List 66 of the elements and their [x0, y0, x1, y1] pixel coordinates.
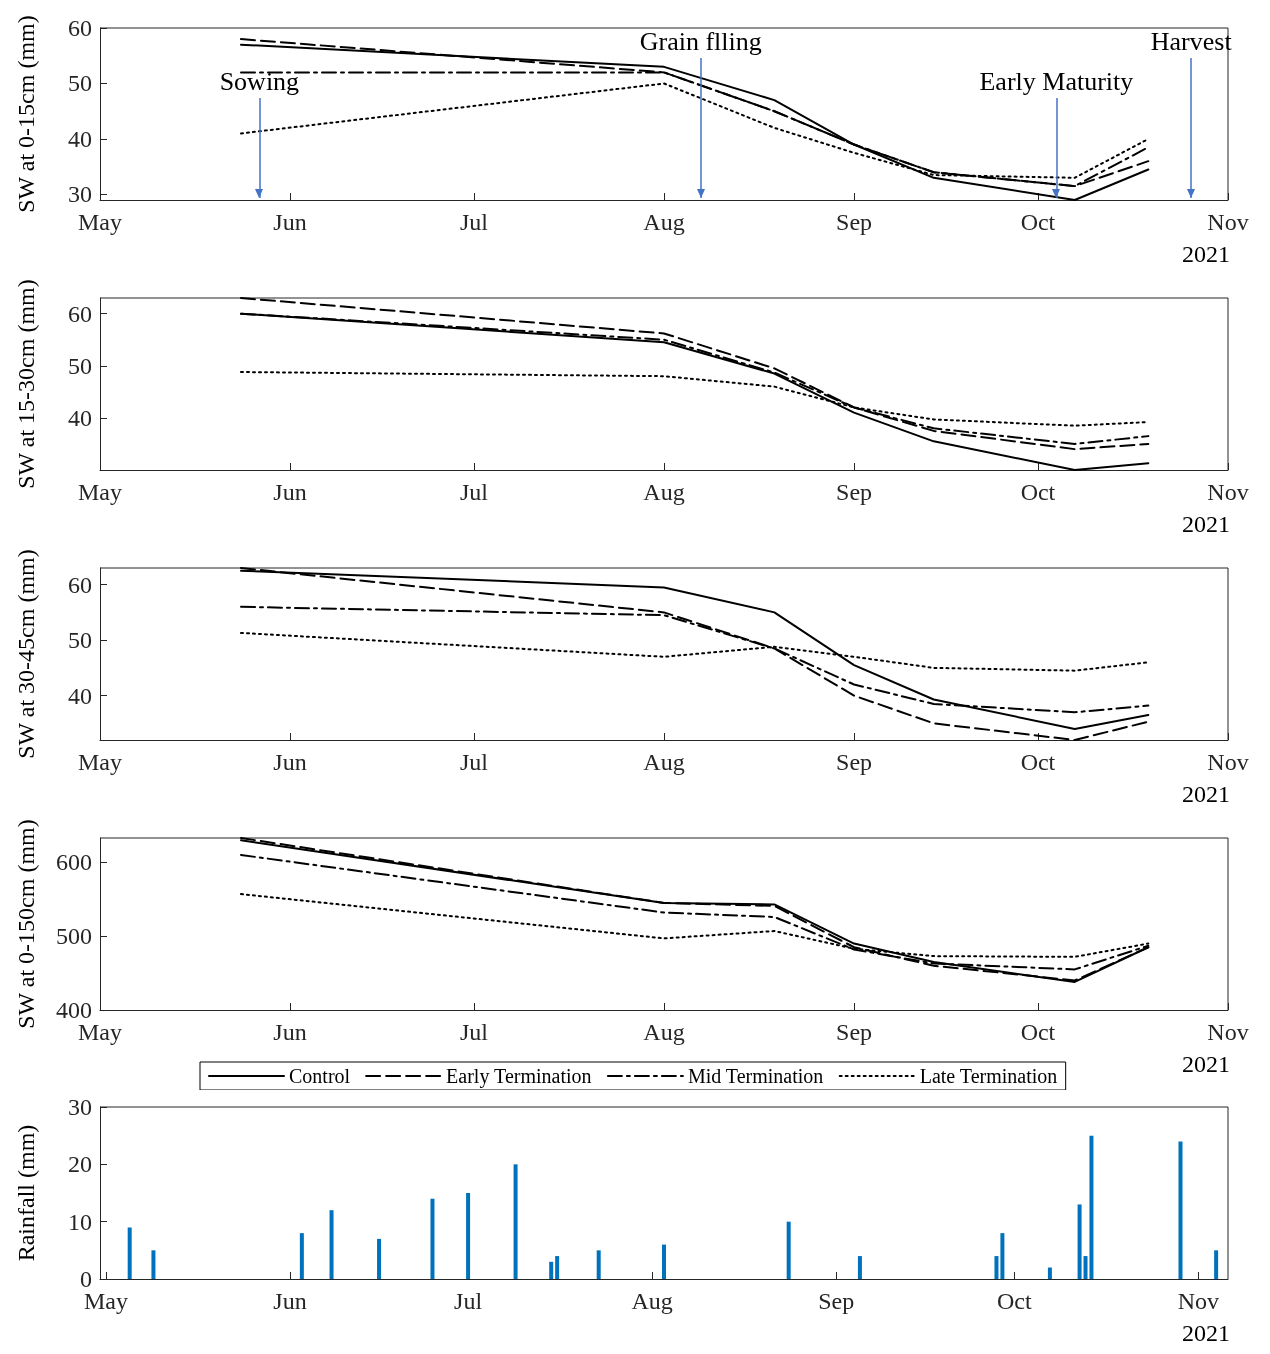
x-tick-label: Sep	[836, 209, 873, 235]
x-tick-label: Oct	[1020, 479, 1056, 505]
y-tick-label: 500	[56, 923, 92, 950]
x-tick-label: Jun	[273, 209, 307, 235]
y-tick-label: 50	[68, 627, 92, 654]
x-tick-label: Nov	[1207, 749, 1249, 775]
x-tick-label: May	[78, 479, 122, 505]
y-tick-label: 600	[56, 849, 92, 876]
text: 2021	[1182, 1051, 1230, 1077]
y-tick-label: 50	[68, 70, 92, 97]
y-axis-title: Rainfall (mm)	[13, 1124, 39, 1262]
text: 2021	[1182, 241, 1230, 267]
y-tick-label: 40	[68, 682, 92, 709]
x-tick-label: Sep	[818, 1288, 855, 1314]
x-tick-label: Jul	[459, 749, 489, 775]
y-tick-label: 20	[68, 1151, 92, 1178]
x-tick-label: Aug	[631, 1288, 673, 1314]
x-tick-label: Nov	[1207, 209, 1249, 235]
y-tick-label: 60	[68, 300, 92, 327]
x-tick-label: Jun	[273, 1288, 307, 1314]
x-tick-label: Jul	[459, 1019, 489, 1045]
x-tick-label: Nov	[1207, 479, 1249, 505]
text: 2021	[1182, 511, 1230, 537]
y-tick-label: 40	[68, 404, 92, 431]
x-tick-label: Sep	[836, 1019, 873, 1045]
x-tick-label: Oct	[996, 1288, 1032, 1314]
x-tick-label: Nov	[1177, 1288, 1219, 1314]
y-tick-label: 50	[68, 352, 92, 379]
text: 2021	[1182, 1320, 1230, 1346]
ref-line-label: Sowing	[219, 66, 300, 96]
y-axis-title: SW at 15-30cm (mm)	[13, 279, 39, 489]
x-tick-label: Jun	[273, 749, 307, 775]
x-tick-label: Jul	[454, 1288, 483, 1314]
y-tick-label: 40	[68, 125, 92, 152]
ref-line-label: Harvest	[1150, 26, 1233, 56]
legend-label: Control	[289, 1065, 351, 1087]
x-tick-label: Oct	[1020, 209, 1056, 235]
x-tick-label: Nov	[1207, 1019, 1249, 1045]
y-axis-title: SW at 0-15cm (mm)	[13, 15, 39, 213]
x-tick-label: Aug	[643, 479, 685, 505]
x-tick-label: Aug	[643, 1019, 685, 1045]
ref-line-label: Early Maturity	[979, 66, 1134, 96]
x-tick-label: Jul	[459, 479, 489, 505]
x-tick-label: May	[78, 749, 122, 775]
x-tick-label: Oct	[1020, 1019, 1056, 1045]
ref-line-label: Grain flling	[639, 26, 762, 56]
x-tick-label: Jun	[273, 1019, 307, 1045]
text: 2021	[1182, 781, 1230, 807]
x-tick-label: Aug	[643, 749, 685, 775]
legend-label: Early Termination	[446, 1065, 592, 1088]
x-tick-label: Sep	[836, 749, 873, 775]
legend-label: Mid Termination	[687, 1065, 824, 1087]
y-axis-title: SW at 0-150cm (mm)	[13, 819, 39, 1029]
x-tick-label: Jul	[459, 209, 489, 235]
y-tick-label: 60	[68, 571, 92, 598]
y-axis-title: SW at 30-45cm (mm)	[13, 549, 39, 759]
x-tick-label: Jun	[273, 479, 307, 505]
y-tick-label: 30	[68, 1094, 92, 1120]
x-tick-label: Sep	[836, 479, 873, 505]
x-tick-label: May	[78, 209, 122, 235]
x-tick-label: Oct	[1020, 749, 1056, 775]
legend-label: Late Termination	[919, 1065, 1058, 1087]
y-tick-label: 60	[68, 15, 92, 41]
x-tick-label: Aug	[643, 209, 685, 235]
y-tick-label: 30	[68, 181, 92, 208]
y-tick-label: 10	[68, 1208, 92, 1235]
